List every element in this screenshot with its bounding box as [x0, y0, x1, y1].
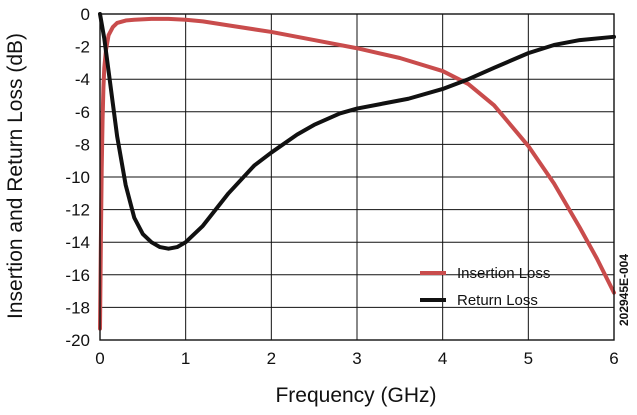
- y-tick-label-4: -8: [75, 135, 90, 154]
- x-tick-label-5: 5: [524, 349, 533, 368]
- x-tick-label-2: 2: [267, 349, 276, 368]
- y-tick-label-2: -4: [75, 70, 90, 89]
- y-tick-label-3: -6: [75, 103, 90, 122]
- y-tick-label-9: -18: [65, 298, 90, 317]
- y-tick-label-8: -16: [65, 266, 90, 285]
- legend: Insertion Loss Return Loss: [420, 265, 550, 309]
- series-line-insertion-loss: [98, 16, 616, 331]
- y-tick-label-5: -10: [65, 168, 90, 187]
- y-tick-label-1: -2: [75, 38, 90, 57]
- legend-label-insertion-loss: Insertion Loss: [457, 265, 550, 282]
- x-tick-label-4: 4: [438, 349, 447, 368]
- tick-layer: 0 -2 -4 -6 -8 -10 -12 -14 -16 -18 -20 0 1 2 3 4 5 6: [65, 5, 618, 368]
- x-tick-label-6: 6: [609, 349, 618, 368]
- legend-label-return-loss: Return Loss: [457, 292, 538, 309]
- series-line-return-loss: [98, 12, 616, 251]
- plot-frame: [99, 13, 615, 341]
- x-tick-label-3: 3: [352, 349, 361, 368]
- figure-id: 202945E-004: [617, 254, 631, 326]
- x-tick-label-0: 0: [95, 349, 104, 368]
- axes-layer: [99, 13, 615, 341]
- y-tick-label-10: -20: [65, 331, 90, 350]
- y-tick-label-6: -12: [65, 201, 90, 220]
- y-tick-label-0: 0: [81, 5, 90, 24]
- series-layer: [98, 12, 616, 331]
- y-tick-label-7: -14: [65, 233, 90, 252]
- x-axis-title: Frequency (GHz): [275, 384, 436, 407]
- y-axis-title: Insertion and Return Loss (dB): [4, 33, 27, 319]
- x-tick-label-1: 1: [181, 349, 190, 368]
